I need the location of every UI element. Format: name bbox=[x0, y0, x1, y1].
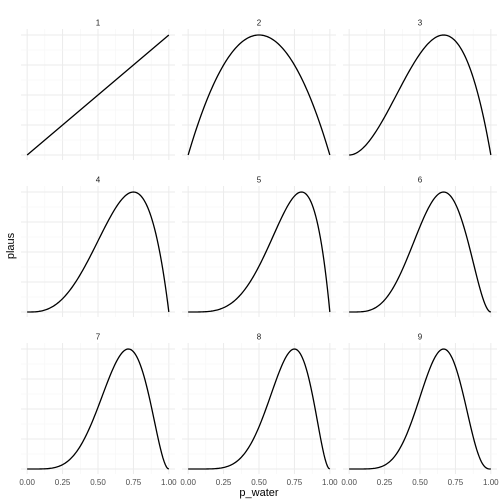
facet-strip-label: 4 bbox=[96, 176, 101, 185]
x-tick-label: 0.00 bbox=[180, 478, 196, 487]
x-tick-label: 0.25 bbox=[216, 478, 232, 487]
facet-panel-9: 9 0.00 0.25 0.50 0.75 1.00 bbox=[341, 333, 499, 487]
y-axis-title: plaus bbox=[5, 232, 17, 259]
series-line bbox=[349, 34, 492, 156]
x-tick-label: 0.50 bbox=[412, 478, 428, 487]
facet-panel-6: 6 bbox=[343, 176, 497, 317]
facet-strip-label: 7 bbox=[96, 333, 101, 342]
series-line bbox=[188, 348, 331, 470]
x-tick-label: 0.75 bbox=[126, 478, 142, 487]
x-tick-label: 1.00 bbox=[322, 478, 338, 487]
facet-panel-3: 3 bbox=[343, 19, 497, 160]
x-tick-label: 0.75 bbox=[448, 478, 464, 487]
x-tick-label: 0.50 bbox=[90, 478, 106, 487]
x-tick-label: 1.00 bbox=[161, 478, 177, 487]
facet-strip-label: 8 bbox=[257, 333, 262, 342]
x-tick-label: 0.75 bbox=[287, 478, 303, 487]
x-tick-label: 0.00 bbox=[341, 478, 357, 487]
facet-panel-4: 4 bbox=[21, 176, 175, 317]
series-line bbox=[349, 348, 491, 470]
x-tick-label: 0.25 bbox=[55, 478, 71, 487]
facet-panels: 1 2 3 4 5 6 7 0.00 0.25 0.50 0.75 1.00 8 0.00 0.25 0.50… bbox=[19, 19, 499, 487]
facet-strip-label: 3 bbox=[418, 19, 423, 28]
series-line bbox=[349, 191, 492, 313]
series-line bbox=[27, 348, 170, 470]
facet-strip-label: 2 bbox=[257, 19, 262, 28]
facet-strip-label: 1 bbox=[96, 19, 101, 28]
facet-panel-8: 8 0.00 0.25 0.50 0.75 1.00 bbox=[180, 333, 338, 487]
facet-panel-5: 5 bbox=[182, 176, 336, 317]
x-tick-label: 0.00 bbox=[19, 478, 35, 487]
series-line bbox=[187, 34, 331, 156]
series-line bbox=[27, 191, 170, 313]
facet-panel-2: 2 bbox=[182, 19, 336, 160]
facet-strip-label: 6 bbox=[418, 176, 423, 185]
facet-panel-7: 7 0.00 0.25 0.50 0.75 1.00 bbox=[19, 333, 177, 487]
facet-panel-1: 1 bbox=[21, 19, 175, 160]
series-line bbox=[188, 191, 331, 313]
x-tick-label: 0.50 bbox=[251, 478, 267, 487]
x-tick-label: 1.00 bbox=[483, 478, 499, 487]
x-tick-label: 0.25 bbox=[377, 478, 393, 487]
series-line bbox=[26, 34, 170, 156]
facet-strip-label: 9 bbox=[418, 333, 423, 342]
x-axis-title: p_water bbox=[239, 487, 278, 499]
facet-strip-label: 5 bbox=[257, 176, 262, 185]
